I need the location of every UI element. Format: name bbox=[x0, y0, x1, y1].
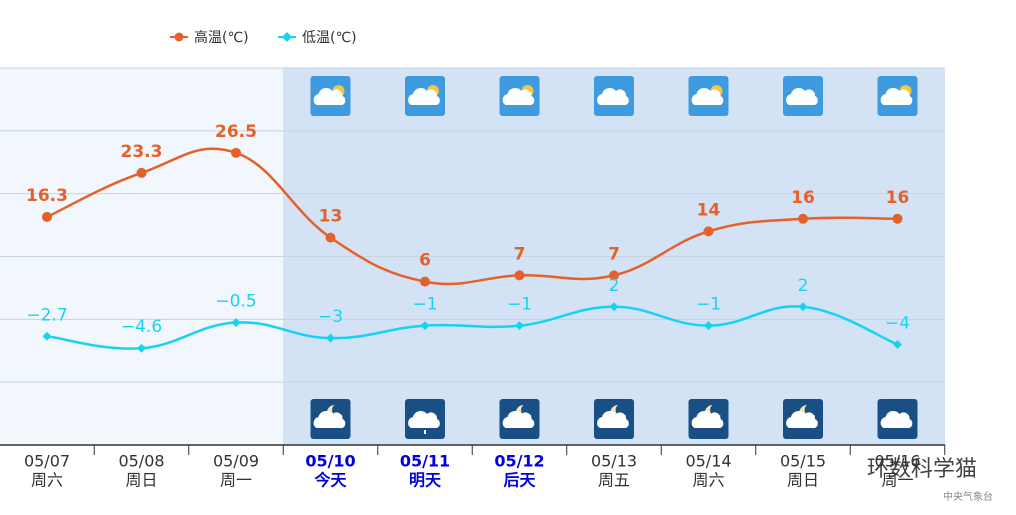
cloud bbox=[691, 87, 724, 105]
data-label: 23.3 bbox=[121, 142, 163, 162]
point bbox=[326, 333, 335, 343]
x-tick-label: 05/11 bbox=[400, 452, 450, 471]
data-label: 2 bbox=[798, 276, 809, 296]
cloud bbox=[408, 87, 440, 105]
cloud bbox=[408, 410, 440, 428]
point bbox=[892, 213, 903, 224]
weekday-label: 后天 bbox=[503, 471, 536, 490]
cloud bbox=[880, 410, 913, 428]
cloud bbox=[313, 410, 346, 428]
data-label: −1 bbox=[696, 295, 721, 315]
point bbox=[42, 331, 52, 341]
cloud bbox=[880, 87, 913, 105]
point bbox=[798, 302, 808, 312]
x-tick-label: 05/09 bbox=[213, 452, 259, 471]
point bbox=[231, 317, 241, 327]
cloud bbox=[502, 87, 535, 105]
point bbox=[514, 270, 525, 281]
cloud bbox=[597, 87, 629, 105]
x-tick-label: 05/16 bbox=[874, 452, 920, 471]
point bbox=[703, 226, 714, 237]
data-label: −3 bbox=[318, 307, 343, 327]
data-label: 13 bbox=[319, 207, 343, 227]
weekday-label: 周五 bbox=[598, 471, 630, 490]
cloud bbox=[597, 410, 629, 428]
point bbox=[136, 167, 147, 178]
x-tick-label: 05/10 bbox=[305, 452, 355, 471]
source: 中央气象台 bbox=[943, 490, 993, 503]
data-label: 16 bbox=[791, 188, 815, 208]
point bbox=[609, 302, 619, 312]
weekday-label: 周六 bbox=[692, 471, 724, 490]
cloud bbox=[691, 410, 724, 428]
legend-marker bbox=[282, 32, 292, 42]
x-tick-label: 05/15 bbox=[780, 452, 826, 471]
point bbox=[515, 321, 524, 331]
point bbox=[798, 213, 808, 224]
data-label: 7 bbox=[608, 244, 620, 264]
point bbox=[893, 339, 902, 349]
point bbox=[420, 321, 430, 331]
data-label: 7 bbox=[514, 244, 526, 264]
cloud bbox=[786, 410, 818, 428]
cloud bbox=[313, 87, 346, 105]
x-tick-label: 05/08 bbox=[118, 452, 164, 471]
point bbox=[325, 232, 336, 243]
weekday-label: 今天 bbox=[313, 471, 347, 490]
point bbox=[420, 276, 430, 287]
weekday-label: 周六 bbox=[31, 471, 63, 490]
data-label: −2.7 bbox=[26, 305, 67, 325]
data-label: 6 bbox=[419, 251, 431, 271]
point bbox=[704, 321, 713, 331]
data-label: −4 bbox=[885, 313, 910, 333]
weekday-label: 明天 bbox=[409, 471, 442, 490]
weekday-label: 周日 bbox=[787, 471, 819, 490]
point bbox=[609, 270, 619, 281]
point bbox=[42, 211, 52, 222]
weekday-label: 周日 bbox=[125, 471, 157, 490]
data-label: 26.5 bbox=[215, 122, 257, 142]
point bbox=[137, 343, 146, 353]
data-label: 16 bbox=[886, 188, 910, 208]
legend-label: 高温(℃) bbox=[194, 29, 249, 46]
data-label: −1 bbox=[412, 295, 437, 315]
series-line bbox=[46, 147, 898, 286]
legend-marker bbox=[174, 32, 184, 42]
weekday-label: 周一 bbox=[881, 471, 913, 490]
data-label: 14 bbox=[697, 200, 721, 220]
cloud bbox=[502, 410, 535, 428]
series-line bbox=[46, 305, 898, 350]
point bbox=[231, 147, 241, 158]
data-label: −1 bbox=[507, 295, 532, 315]
cloud bbox=[786, 87, 818, 105]
watermark: 环数科学猫 bbox=[867, 457, 977, 482]
x-tick-label: 05/12 bbox=[494, 452, 544, 471]
x-tick-label: 05/14 bbox=[685, 452, 731, 471]
weekday-label: 周一 bbox=[220, 471, 252, 490]
x-tick-label: 05/13 bbox=[591, 452, 637, 471]
data-label: 16.3 bbox=[26, 186, 68, 206]
data-label: 2 bbox=[609, 276, 620, 296]
x-tick-label: 05/07 bbox=[24, 452, 70, 471]
legend-label: 低温(℃) bbox=[302, 30, 357, 46]
data-label: −4.6 bbox=[121, 317, 162, 337]
data-label: −0.5 bbox=[215, 291, 256, 311]
